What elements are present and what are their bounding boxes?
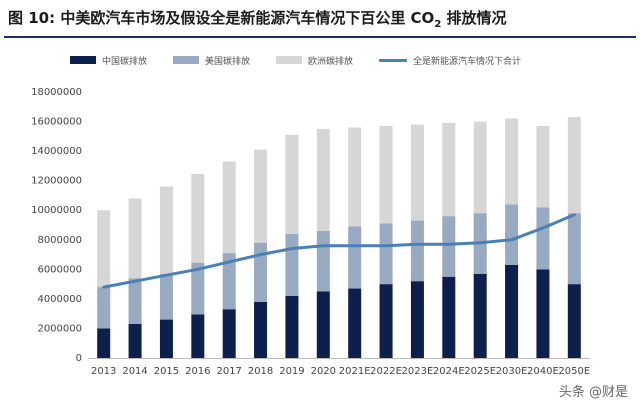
y-tick-label: 16000000 <box>31 117 82 128</box>
bar-segment <box>316 230 330 292</box>
y-tick-label: 4000000 <box>37 294 82 305</box>
bar-segment <box>222 253 236 310</box>
x-tick-label: 2015 <box>154 366 179 377</box>
bar-segment <box>191 174 205 263</box>
bar-segment <box>567 117 581 214</box>
legend-label-europe: 欧洲碳排放 <box>308 56 354 67</box>
bar-segment <box>159 186 173 274</box>
y-tick-label: 12000000 <box>31 176 82 187</box>
x-tick-label: 2025E <box>464 366 496 377</box>
y-tick-label: 6000000 <box>37 264 82 275</box>
bar-segment <box>536 125 550 208</box>
x-tick-label: 2022E <box>370 366 402 377</box>
bar-segment <box>316 128 330 231</box>
bar-segment <box>222 161 236 254</box>
total-series-line <box>102 213 576 289</box>
bar-segment <box>254 242 268 302</box>
x-tick-label: 2013 <box>91 366 116 377</box>
x-tick-label: 2014 <box>122 366 147 377</box>
bar-segment <box>254 149 268 243</box>
bar-segment <box>285 295 299 358</box>
bar-segment <box>128 198 142 279</box>
bar-segment <box>379 223 393 285</box>
bar-segment <box>379 284 393 358</box>
y-tick-label: 0 <box>76 353 82 364</box>
legend-swatch-china <box>70 56 96 64</box>
bar-segment <box>442 216 456 277</box>
x-tick-label: 2020 <box>311 366 336 377</box>
x-tick-label: 2016 <box>185 366 210 377</box>
x-tick-label: 2050E <box>558 366 590 377</box>
bar-segment <box>191 314 205 358</box>
legend-swatch-usa <box>173 56 200 64</box>
y-tick-label: 10000000 <box>31 205 82 216</box>
bar-segment <box>379 125 393 224</box>
x-tick-label: 2024E <box>433 366 465 377</box>
figure-title-subscript: 2 <box>434 19 442 30</box>
x-tick-label: 2018 <box>248 366 273 377</box>
x-tick-label: 2021E <box>339 366 371 377</box>
bar-segment <box>505 264 519 358</box>
y-tick-label: 14000000 <box>31 146 82 157</box>
bar-segment <box>473 121 487 214</box>
bar-segment <box>254 301 268 358</box>
bar-segment <box>348 127 362 227</box>
legend-swatch-europe <box>276 56 303 64</box>
bar-segment <box>442 123 456 217</box>
bar-segment <box>97 328 111 358</box>
bar-segment <box>159 273 173 320</box>
bar-segment <box>285 134 299 234</box>
legend-item-total: 全是新能源汽车情况下合计 <box>379 54 521 67</box>
y-tick-label: 2000000 <box>37 323 82 334</box>
bar-segment <box>505 204 519 265</box>
chart-legend: 中国碳排放 美国碳排放 欧洲碳排放 全是新能源汽车情况下合计 <box>70 52 547 68</box>
bar-segment <box>567 213 581 285</box>
legend-item-china: 中国碳排放 <box>70 54 147 67</box>
bar-segment <box>128 278 142 325</box>
bar-segment <box>410 220 424 282</box>
bar-segment <box>473 273 487 358</box>
bar-segment <box>348 288 362 358</box>
x-tick-label: 2030E <box>496 366 528 377</box>
legend-item-usa: 美国碳排放 <box>173 54 250 67</box>
figure-header: 图 10: 中美欧汽车市场及假设全是新能源汽车情况下百公里 CO2 排放情况 <box>0 0 640 44</box>
bar-segment <box>128 324 142 358</box>
bar-segment <box>97 287 111 329</box>
y-tick-label: 8000000 <box>37 235 82 246</box>
bar-segment <box>159 319 173 358</box>
legend-label-total: 全是新能源汽车情况下合计 <box>413 56 522 67</box>
bar-segment <box>505 118 519 205</box>
y-tick-label: 18000000 <box>31 87 82 98</box>
bar-segment <box>316 291 330 358</box>
bar-segment <box>410 281 424 358</box>
title-rule <box>4 36 636 38</box>
bar-segment <box>191 262 205 315</box>
bar-segment <box>536 269 550 358</box>
bar-segment <box>442 276 456 358</box>
watermark: 头条 @财是 <box>558 385 628 400</box>
x-tick-label: 2019 <box>279 366 304 377</box>
x-tick-label: 2040E <box>527 366 559 377</box>
bar-segment <box>410 124 424 221</box>
x-tick-label: 2017 <box>216 366 241 377</box>
bar-segment <box>348 226 362 289</box>
bar-segment <box>567 284 581 358</box>
bar-segment <box>536 207 550 270</box>
bar-segment <box>285 233 299 296</box>
legend-label-china: 中国碳排放 <box>102 56 148 67</box>
legend-swatch-total <box>379 58 408 62</box>
legend-item-europe: 欧洲碳排放 <box>276 54 353 67</box>
bar-segment <box>97 210 111 288</box>
bar-segment <box>222 309 236 358</box>
legend-label-usa: 美国碳排放 <box>205 56 251 67</box>
figure-title-main: 图 10: 中美欧汽车市场及假设全是新能源汽车情况下百公里 CO <box>8 9 435 27</box>
figure-title-tail: 排放情况 <box>441 9 507 27</box>
figure-title: 图 10: 中美欧汽车市场及假设全是新能源汽车情况下百公里 CO2 排放情况 <box>8 7 507 30</box>
x-tick-label: 2023E <box>402 366 434 377</box>
